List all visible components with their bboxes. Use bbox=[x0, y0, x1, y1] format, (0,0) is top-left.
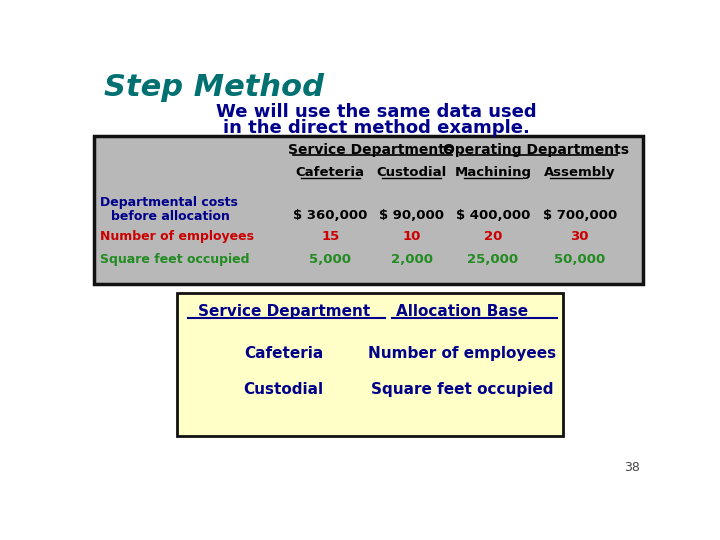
Text: 50,000: 50,000 bbox=[554, 253, 606, 266]
Text: 5,000: 5,000 bbox=[310, 253, 351, 266]
Text: Square feet occupied: Square feet occupied bbox=[100, 253, 250, 266]
Text: Square feet occupied: Square feet occupied bbox=[371, 382, 553, 397]
Text: $ 400,000: $ 400,000 bbox=[456, 209, 530, 222]
Text: 2,000: 2,000 bbox=[391, 253, 433, 266]
Text: Step Method: Step Method bbox=[104, 72, 324, 102]
Text: Operating Departments: Operating Departments bbox=[444, 143, 629, 157]
Text: in the direct method example.: in the direct method example. bbox=[223, 119, 530, 137]
Text: 30: 30 bbox=[570, 231, 589, 244]
Text: Service Departments: Service Departments bbox=[289, 143, 454, 157]
Text: Departmental costs: Departmental costs bbox=[100, 197, 238, 210]
Text: $ 90,000: $ 90,000 bbox=[379, 209, 444, 222]
Text: Cafeteria: Cafeteria bbox=[296, 166, 365, 179]
Text: Cafeteria: Cafeteria bbox=[244, 346, 323, 361]
Text: $ 700,000: $ 700,000 bbox=[543, 209, 617, 222]
Text: Custodial: Custodial bbox=[377, 166, 446, 179]
Text: $ 360,000: $ 360,000 bbox=[293, 209, 367, 222]
Text: Machining: Machining bbox=[454, 166, 531, 179]
Text: 38: 38 bbox=[624, 462, 640, 475]
Text: Service Department: Service Department bbox=[197, 304, 370, 319]
Text: Assembly: Assembly bbox=[544, 166, 616, 179]
Text: Allocation Base: Allocation Base bbox=[396, 304, 528, 319]
FancyBboxPatch shape bbox=[177, 294, 563, 436]
Text: 15: 15 bbox=[321, 231, 339, 244]
Text: We will use the same data used: We will use the same data used bbox=[217, 103, 537, 122]
Text: Number of employees: Number of employees bbox=[368, 346, 556, 361]
Text: 10: 10 bbox=[402, 231, 420, 244]
Text: 20: 20 bbox=[484, 231, 502, 244]
Text: before allocation: before allocation bbox=[111, 211, 230, 224]
Text: Custodial: Custodial bbox=[243, 382, 324, 397]
FancyBboxPatch shape bbox=[94, 137, 644, 284]
Text: 25,000: 25,000 bbox=[467, 253, 518, 266]
Text: Number of employees: Number of employees bbox=[100, 231, 254, 244]
